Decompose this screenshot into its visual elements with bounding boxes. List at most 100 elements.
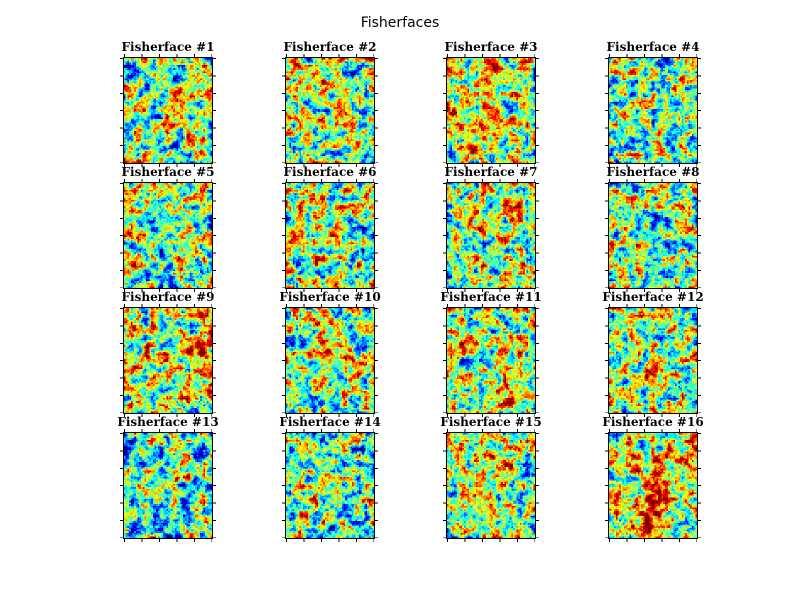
axis-ticks — [698, 183, 701, 288]
subplot: Fisherface #9 — [120, 290, 216, 417]
subplot-axes — [282, 54, 378, 167]
fisherface-image — [447, 433, 535, 538]
fisherface-image — [609, 308, 697, 413]
fisherface-image — [124, 183, 212, 288]
subplot: Fisherface #15 — [440, 415, 542, 542]
fisherface-image — [447, 58, 535, 163]
subplot-title: Fisherface #10 — [279, 290, 381, 304]
subplot-title: Fisherface #14 — [279, 415, 381, 429]
subplot: Fisherface #3 — [443, 40, 539, 167]
subplot: Fisherface #12 — [602, 290, 704, 417]
subplot: Fisherface #13 — [117, 415, 219, 542]
axis-ticks — [286, 539, 374, 542]
subplot-axes — [282, 304, 378, 417]
subplot-title: Fisherface #11 — [440, 290, 542, 304]
subplot: Fisherface #1 — [120, 40, 216, 167]
axis-ticks — [282, 58, 285, 163]
axis-ticks — [443, 433, 446, 538]
axis-ticks — [286, 429, 374, 432]
fisherface-image — [286, 183, 374, 288]
subplot: Fisherface #2 — [282, 40, 378, 167]
axis-ticks — [609, 54, 697, 57]
axis-ticks — [443, 58, 446, 163]
fisherface-image — [124, 58, 212, 163]
subplot-axes — [605, 304, 701, 417]
axis-ticks — [609, 179, 697, 182]
subplot-axes — [120, 179, 216, 292]
axis-ticks — [213, 308, 216, 413]
axis-ticks — [286, 54, 374, 57]
axis-ticks — [447, 54, 535, 57]
subplot: Fisherface #5 — [120, 165, 216, 292]
axis-ticks — [536, 58, 539, 163]
figure-title: Fisherfaces — [360, 15, 440, 31]
axis-ticks — [120, 308, 123, 413]
axis-ticks — [124, 304, 212, 307]
fisherface-image — [286, 433, 374, 538]
axis-ticks — [605, 183, 608, 288]
axis-ticks — [213, 433, 216, 538]
axis-ticks — [213, 58, 216, 163]
subplot-title: Fisherface #5 — [121, 165, 215, 179]
subplot-title: Fisherface #13 — [117, 415, 219, 429]
subplot: Fisherface #4 — [605, 40, 701, 167]
axis-ticks — [698, 308, 701, 413]
axis-ticks — [124, 179, 212, 182]
axis-ticks — [375, 58, 378, 163]
axis-ticks — [536, 183, 539, 288]
subplot: Fisherface #10 — [279, 290, 381, 417]
subplot-axes — [120, 429, 216, 542]
subplot-title: Fisherface #3 — [444, 40, 538, 54]
subplot-axes — [120, 54, 216, 167]
axis-ticks — [605, 58, 608, 163]
fisherface-image — [286, 58, 374, 163]
subplot: Fisherface #11 — [440, 290, 542, 417]
fisherface-image — [609, 433, 697, 538]
subplot-title: Fisherface #8 — [606, 165, 700, 179]
axis-ticks — [443, 183, 446, 288]
axis-ticks — [282, 183, 285, 288]
axis-ticks — [536, 308, 539, 413]
axis-ticks — [447, 539, 535, 542]
axis-ticks — [282, 433, 285, 538]
subplot: Fisherface #14 — [279, 415, 381, 542]
axis-ticks — [124, 539, 212, 542]
axis-ticks — [609, 304, 697, 307]
subplot-title: Fisherface #2 — [283, 40, 377, 54]
subplot-axes — [282, 429, 378, 542]
subplot-axes — [605, 429, 701, 542]
subplot-title: Fisherface #7 — [444, 165, 538, 179]
subplot-axes — [443, 304, 539, 417]
subplot-title: Fisherface #6 — [283, 165, 377, 179]
axis-ticks — [120, 183, 123, 288]
subplot-axes — [443, 54, 539, 167]
axis-ticks — [447, 179, 535, 182]
axis-ticks — [286, 179, 374, 182]
subplot-title: Fisherface #12 — [602, 290, 704, 304]
subplot-axes — [443, 429, 539, 542]
axis-ticks — [609, 429, 697, 432]
axis-ticks — [698, 433, 701, 538]
axis-ticks — [124, 429, 212, 432]
fisherface-image — [124, 308, 212, 413]
axis-ticks — [286, 304, 374, 307]
axis-ticks — [447, 304, 535, 307]
axis-ticks — [120, 58, 123, 163]
fisherface-image — [286, 308, 374, 413]
subplot: Fisherface #8 — [605, 165, 701, 292]
subplot-axes — [605, 54, 701, 167]
fisherface-image — [447, 183, 535, 288]
fisherface-image — [609, 183, 697, 288]
fisherface-image — [609, 58, 697, 163]
axis-ticks — [609, 539, 697, 542]
subplot-axes — [605, 179, 701, 292]
fisherface-image — [447, 308, 535, 413]
subplot: Fisherface #7 — [443, 165, 539, 292]
subplot-title: Fisherface #1 — [121, 40, 215, 54]
axis-ticks — [536, 433, 539, 538]
axis-ticks — [120, 433, 123, 538]
subplot-title: Fisherface #16 — [602, 415, 704, 429]
subplot-axes — [443, 179, 539, 292]
axis-ticks — [375, 433, 378, 538]
